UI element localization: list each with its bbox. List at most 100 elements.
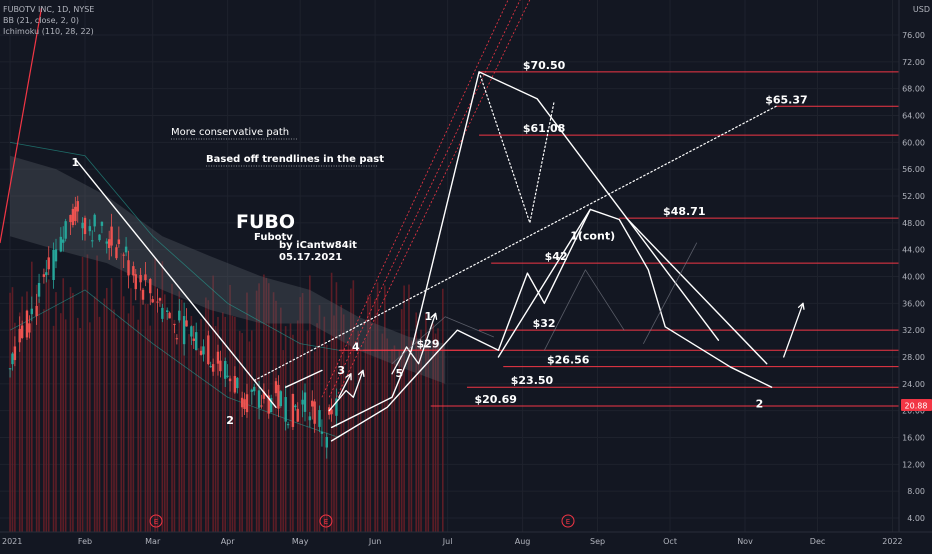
volume-bar xyxy=(391,349,393,532)
labels: $70.50 $65.37 $61.08 $48.71 $42 $32 $29 $26.56 $… xyxy=(72,59,808,427)
x-tick-label: 2021 xyxy=(2,537,22,546)
candle-body xyxy=(25,310,29,338)
candle-body xyxy=(294,405,297,408)
candle-body xyxy=(257,390,261,408)
volume-bar xyxy=(205,297,207,532)
bb-legend[interactable]: BB (21, close, 2, 0) xyxy=(3,16,79,25)
candle-body xyxy=(262,391,266,399)
volume-bar xyxy=(47,279,50,532)
volume-bar xyxy=(163,294,166,532)
candle-body xyxy=(182,316,186,345)
candle-body xyxy=(277,384,280,409)
volume-bar xyxy=(35,284,38,532)
candle-body xyxy=(127,260,130,276)
volume-bar xyxy=(350,288,352,532)
candle-body xyxy=(284,397,287,422)
volume-bar xyxy=(408,284,410,532)
volume-bar xyxy=(52,325,55,532)
candle-body xyxy=(209,366,212,368)
volume-bar xyxy=(403,285,405,532)
current-price-badge: 20.88 xyxy=(901,399,932,411)
arrow-path xyxy=(338,373,352,398)
y-tick-label: 52.00 xyxy=(902,192,925,201)
volume-bar xyxy=(398,350,401,532)
y-tick-label: 4.00 xyxy=(907,514,925,523)
candle-body xyxy=(269,397,273,413)
candle-body xyxy=(71,208,75,226)
earnings-icon[interactable] xyxy=(319,514,333,528)
y-tick-label: 20.00 xyxy=(902,407,925,416)
volume-bar xyxy=(188,334,190,532)
candle-body xyxy=(20,325,24,338)
price-axis-bg xyxy=(899,0,932,550)
candle-body xyxy=(243,399,246,410)
volume-bar xyxy=(374,299,376,532)
y-tick-label: 60.00 xyxy=(902,138,925,147)
volume-bar xyxy=(425,312,427,532)
symbol-legend[interactable]: FUBOTV INC, 1D, NYSE xyxy=(3,5,95,14)
candle-body xyxy=(81,222,84,229)
candle-body xyxy=(245,394,249,413)
volume-bar xyxy=(113,309,115,532)
volume-bar xyxy=(432,323,434,532)
volume-bar xyxy=(415,312,418,532)
volume-bar xyxy=(214,326,217,532)
x-tick-label: Dec xyxy=(810,537,825,546)
candle-body xyxy=(330,409,333,415)
chart-title: FUBO xyxy=(236,211,295,233)
candle-body xyxy=(291,393,295,427)
arrow-path xyxy=(391,312,437,375)
y-tick-label: 76.00 xyxy=(902,31,925,40)
candle-body xyxy=(47,257,50,270)
volume-bar xyxy=(342,314,345,532)
ichimoku-legend[interactable]: Ichimoku (110, 28, 22) xyxy=(3,27,94,36)
candle-body xyxy=(141,289,145,300)
candle-body xyxy=(11,353,14,365)
current-price-label: 20.88 xyxy=(905,402,928,411)
volume-bar xyxy=(21,296,23,532)
volume-bar xyxy=(89,322,91,532)
volume-bar xyxy=(323,316,326,532)
projection-path xyxy=(74,158,277,409)
x-tick-label: Apr xyxy=(221,537,236,546)
candle-body xyxy=(199,350,203,355)
time-axis[interactable]: 2021 Feb Mar Apr May Jun Jul Aug Sep Oct Nov Dec 202… xyxy=(2,537,903,546)
price-level-label: $65.37 xyxy=(765,93,807,106)
price-level-label: $20.69 xyxy=(474,393,516,406)
x-tick-label: Sep xyxy=(590,537,605,546)
candle-body xyxy=(42,274,46,277)
volume-bar xyxy=(296,320,299,532)
volume-bar xyxy=(144,303,147,532)
volume-bar xyxy=(255,290,258,532)
candle-body xyxy=(219,360,222,372)
candle-body xyxy=(37,282,41,297)
candle-body xyxy=(74,206,77,222)
y-tick-label: 12.00 xyxy=(902,460,925,469)
price-level-label: $61.08 xyxy=(523,122,565,135)
volume-bar xyxy=(38,299,40,532)
volume-bar xyxy=(265,277,268,532)
candle-body xyxy=(139,275,142,283)
volume-bar xyxy=(171,283,173,532)
earnings-icon[interactable] xyxy=(561,514,575,528)
candle-body xyxy=(59,236,63,252)
volume-bar xyxy=(229,284,231,532)
candle-body xyxy=(173,323,176,325)
chart-subtitle: Fubotv xyxy=(254,232,293,243)
x-tick-label: Jun xyxy=(368,537,382,546)
volume-bar xyxy=(347,341,350,532)
volume-bar xyxy=(178,291,181,532)
candle-body xyxy=(175,338,179,340)
price-axis[interactable]: 4.00 8.00 12.00 16.00 20.00 24.00 28.00 32.00 36… xyxy=(902,31,925,523)
volume-bar xyxy=(127,313,130,532)
volume-bar xyxy=(64,319,67,532)
candle-body xyxy=(185,320,188,327)
volume-bar xyxy=(427,346,430,532)
candle-body xyxy=(144,274,147,281)
candle-body xyxy=(115,247,118,259)
earnings-icon[interactable] xyxy=(149,514,163,528)
candle-body xyxy=(211,364,215,372)
candle-body xyxy=(224,360,227,379)
